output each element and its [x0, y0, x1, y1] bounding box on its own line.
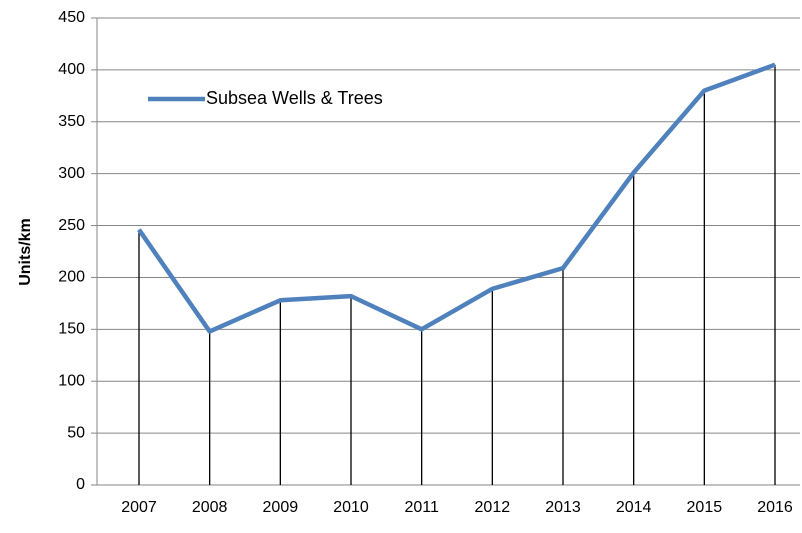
line [137, 62, 776, 334]
x-tick-label: 2015 [687, 499, 723, 516]
y-tick-label: 200 [58, 269, 85, 286]
y-tick-label: 300 [58, 165, 85, 182]
legend-label: Subsea Wells & Trees [206, 88, 383, 108]
x-tick-label: 2016 [757, 499, 793, 516]
y-tick-label: 150 [58, 321, 85, 338]
y-tick-label: 50 [67, 424, 85, 441]
y-tick-label: 100 [58, 372, 85, 389]
x-tick-label: 2007 [121, 499, 157, 516]
y-tick-label: 350 [58, 113, 85, 130]
y-tick-label: 0 [76, 476, 85, 493]
x-tick-label: 2011 [404, 499, 439, 516]
x-tick-label: 2012 [475, 499, 511, 516]
x-tick-label: 2008 [192, 499, 228, 516]
y-tick-label: 400 [58, 61, 85, 78]
x-tick-label: 2009 [263, 499, 299, 516]
y-tick-label: 450 [58, 9, 85, 26]
y-tick-label: 250 [58, 217, 85, 234]
y-axis-label: Units/km [17, 218, 34, 286]
x-tick-label: 2010 [333, 499, 369, 516]
x-tick-label: 2014 [616, 499, 652, 516]
x-tick-label: 2013 [545, 499, 581, 516]
